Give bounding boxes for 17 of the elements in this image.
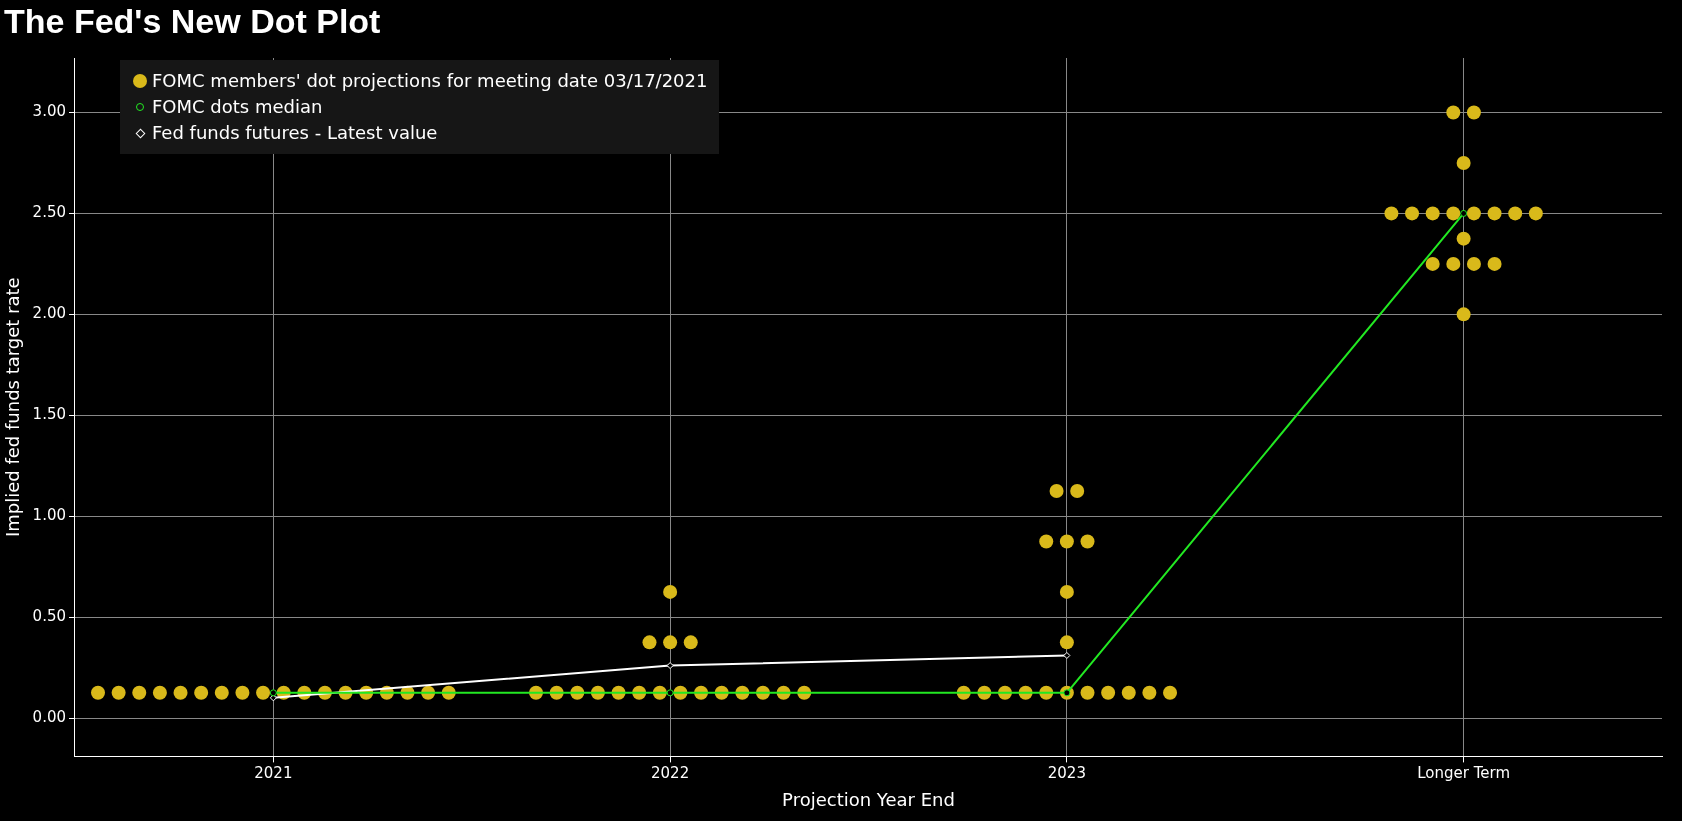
legend-label: FOMC members' dot projections for meeting date 03/17/2021 [152, 69, 708, 93]
x-tick-label: 2021 [254, 764, 293, 783]
y-tick-label: 2.50 [32, 203, 66, 222]
chart-title: The Fed's New Dot Plot [4, 2, 381, 41]
y-tick-label: 1.50 [32, 405, 66, 424]
y-axis-title: Implied fed funds target rate [2, 277, 24, 538]
y-tick-label: 3.00 [32, 102, 66, 121]
legend-label: FOMC dots median [152, 95, 323, 119]
y-tick-label: 2.00 [32, 304, 66, 323]
x-tick-label: Longer Term [1417, 764, 1511, 783]
y-tick-label: 0.50 [32, 607, 66, 626]
y-tick-label: 1.00 [32, 506, 66, 525]
x-axis-title: Projection Year End [782, 788, 955, 810]
x-tick-label: 2022 [651, 764, 690, 783]
x-tick-label: 2023 [1047, 764, 1086, 783]
legend-label: Fed funds futures - Latest value [152, 121, 438, 145]
y-tick-label: 0.00 [32, 707, 66, 726]
